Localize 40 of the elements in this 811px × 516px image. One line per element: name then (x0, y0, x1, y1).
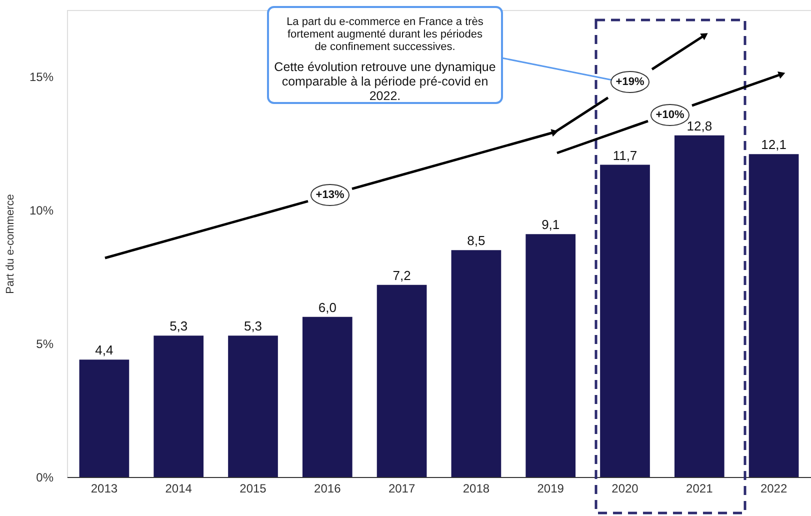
x-tick-label: 2018 (462, 482, 490, 496)
x-tick-label: 2014 (165, 482, 192, 496)
data-label: 7,2 (392, 268, 411, 283)
data-label: 5,3 (170, 318, 188, 334)
y-tick-label: 15% (29, 70, 54, 84)
x-tick-label: 2019 (537, 482, 564, 496)
bar (748, 154, 799, 477)
annotation: +10% (656, 109, 684, 121)
data-label: 8,5 (467, 233, 486, 248)
bar (451, 250, 502, 477)
x-tick-label: 2020 (612, 482, 639, 496)
x-tick-label: 2015 (240, 482, 267, 496)
bar (526, 234, 576, 477)
data-label: 12,8 (686, 118, 712, 134)
data-label: 9,1 (542, 217, 560, 232)
bar (302, 316, 352, 477)
data-label: 6,0 (318, 300, 336, 315)
data-label: 12,1 (761, 137, 786, 152)
bar (376, 284, 427, 477)
bar (674, 135, 724, 477)
bar (228, 336, 278, 477)
data-label: 5,3 (244, 318, 262, 334)
data-label: 11,7 (612, 148, 638, 163)
bar (600, 164, 650, 477)
bar (79, 360, 130, 477)
x-tick-label: 2013 (90, 482, 118, 496)
annotation: Cette évolution retrouve une dynamique comparable à la période pré-covid en 2022. (274, 60, 496, 103)
y-tick-label: 0% (36, 470, 54, 484)
x-tick-label: 2022 (760, 482, 788, 496)
x-tick-label: 2021 (686, 482, 714, 496)
x-tick-label: 2017 (388, 482, 416, 496)
y-axis-title: Part du e-commerce (4, 194, 16, 294)
y-tick-label: 5% (36, 337, 54, 352)
data-label: 4,4 (95, 342, 114, 358)
annotation: +13% (316, 189, 344, 201)
y-tick-label: 10% (29, 204, 54, 218)
annotation: La part du e-commerce en France a très fortement augmenté durant les périodes de confinement successives. (286, 16, 484, 53)
annotation: +19% (616, 76, 644, 88)
x-tick-label: 2016 (314, 482, 342, 496)
bar (154, 336, 204, 477)
